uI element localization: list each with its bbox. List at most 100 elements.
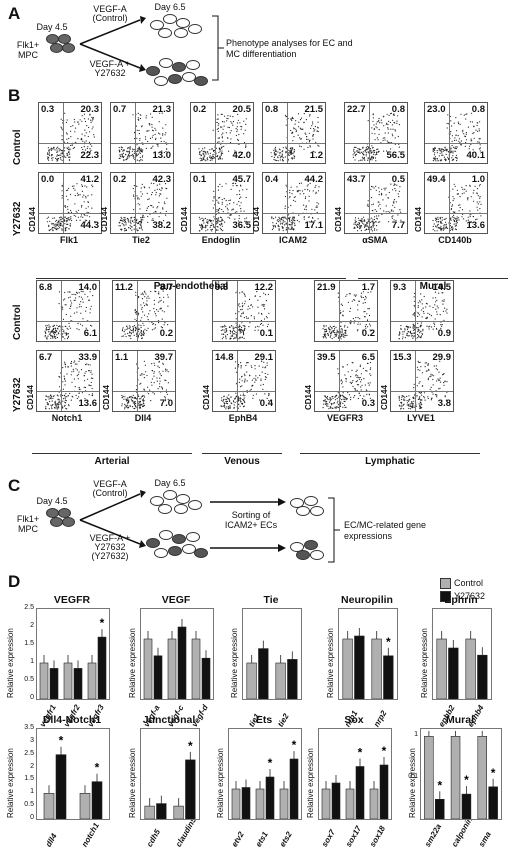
bar xyxy=(173,805,184,819)
facs-marker-label: ICAM2 xyxy=(278,235,307,245)
panel-d-letter: D xyxy=(8,572,21,591)
bar xyxy=(241,787,251,819)
facs-quadrant-value: 0.8 xyxy=(471,104,485,115)
facs-quadrant-value: 0.1 xyxy=(259,328,273,339)
facs-plot: 1.1 39.7 7.0 xyxy=(112,350,176,412)
bar xyxy=(231,788,241,819)
panel-a-mpc-cluster xyxy=(46,34,75,56)
facs-quadrant-value: 3.8 xyxy=(437,398,451,409)
facs-marker-label: Tie2 xyxy=(132,235,150,245)
row-label-control-1: Control xyxy=(12,129,23,165)
facs-quadrant-value: 0.2 xyxy=(361,328,375,339)
bar xyxy=(275,662,286,699)
y-tick-label: 0.1 xyxy=(408,772,418,780)
facs-yaxis-label: CD144 xyxy=(102,385,111,410)
facs-marker-label: VEGFR3 xyxy=(326,413,363,423)
facs-quadrant-value: 43.7 xyxy=(347,174,366,185)
y-axis-label: Relative expression xyxy=(306,748,315,818)
y-tick-label: 1 xyxy=(30,658,34,665)
y-tick-label: 0 xyxy=(30,814,34,821)
bar xyxy=(488,786,498,819)
facs-quadrant-value: 42.0 xyxy=(232,150,252,161)
gene-label: notch1 xyxy=(80,821,101,849)
row-label-y27632-1: Y27632 xyxy=(12,201,23,236)
bar xyxy=(73,668,83,699)
bar xyxy=(191,638,201,699)
y-tick-label: 1 xyxy=(414,731,418,739)
chart-plot-area: * xyxy=(36,608,110,700)
bar xyxy=(156,803,167,819)
panel-c-y27632-cells xyxy=(146,530,208,560)
facs-quadrant-value: 14.8 xyxy=(215,352,234,363)
bar xyxy=(331,782,341,819)
bar xyxy=(383,655,394,699)
facs-quadrant-value: 6.8 xyxy=(39,282,53,293)
legend-swatch-control xyxy=(440,578,451,590)
y-tick-label: 0.5 xyxy=(24,801,34,809)
panel-c-sorting-label: Sorting of ICAM2+ ECs xyxy=(224,510,278,530)
facs-quadrant-value: 9.8 xyxy=(215,282,229,293)
gene-label: ets1 xyxy=(254,830,270,849)
significance-marker: * xyxy=(464,773,469,787)
facs-plot: 49.4 1.0 13.6 xyxy=(424,172,488,234)
facs-quadrant-value: 21.3 xyxy=(152,104,172,115)
panel-c-bracket xyxy=(328,497,340,563)
bar xyxy=(379,764,389,819)
y-tick-label: 3 xyxy=(30,736,34,744)
facs-yaxis-label: CD144 xyxy=(28,207,37,232)
chart-title: Tie xyxy=(263,594,279,606)
panel-c-arrow-bottom: VEGF-A + Y27632 (Y27632) xyxy=(89,533,131,561)
facs-quadrant-value: 49.4 xyxy=(427,174,446,185)
bar xyxy=(289,758,299,819)
y-axis-label: Relative expression xyxy=(326,628,335,698)
facs-quadrant-value: 0.9 xyxy=(437,328,451,339)
facs-quadrant-value: 0.8 xyxy=(265,104,279,115)
facs-quadrant-value: 38.2 xyxy=(152,220,172,231)
significance-marker: * xyxy=(358,746,363,760)
y-axis-label: Relative expression xyxy=(216,748,225,818)
gene-label: cdh5 xyxy=(144,827,162,849)
facs-quadrant-value: 45.7 xyxy=(232,174,252,185)
panel-a-arrows xyxy=(79,16,146,72)
panel-c-sorted-y27632 xyxy=(290,540,324,560)
facs-quadrant-value: 13.0 xyxy=(152,150,172,161)
facs-quadrant-value: 6.5 xyxy=(361,352,375,363)
facs-plot: 0.7 21.3 13.0 xyxy=(110,102,174,164)
significance-marker: * xyxy=(59,734,64,748)
panel-c-control-cells xyxy=(150,490,202,514)
panel-c-day-start: Day 4.5 xyxy=(36,496,68,506)
bar xyxy=(355,766,365,819)
significance-marker: * xyxy=(437,778,442,792)
facs-plot: 9.8 12.2 0.1 xyxy=(212,280,276,342)
facs-quadrant-value: 8.7 xyxy=(159,282,173,293)
panel-c-letter: C xyxy=(8,476,21,495)
bar xyxy=(345,788,355,819)
bar xyxy=(450,736,461,819)
y-tick-label: 2 xyxy=(30,622,34,629)
chart-plot-area: * * xyxy=(318,728,392,820)
significance-marker: * xyxy=(386,635,391,649)
facs-marker-label: EphB4 xyxy=(228,413,258,423)
facs-plot: 0.3 20.3 22.3 xyxy=(38,102,102,164)
facs-quadrant-value: 23.0 xyxy=(427,104,446,115)
panel-a-outcome: Phenotype analyses for EC and MC differe… xyxy=(226,38,353,59)
gene-label: sox17 xyxy=(344,824,364,849)
facs-quadrant-value: 0.2 xyxy=(113,174,127,185)
bar xyxy=(63,662,73,699)
bar xyxy=(87,662,97,699)
y-tick-label: 2.5 xyxy=(24,749,34,757)
bar xyxy=(185,759,196,819)
facs-quadrant-value: 56.5 xyxy=(386,150,406,161)
group-line-lymphatic xyxy=(300,453,480,454)
bar xyxy=(279,788,289,819)
legend-swatch-y27632 xyxy=(440,591,451,603)
legend-label-control: Control xyxy=(454,578,484,588)
bar xyxy=(424,736,434,819)
facs-marker-label: Notch1 xyxy=(51,413,83,423)
facs-quadrant-value: 15.3 xyxy=(393,352,412,363)
facs-quadrant-value: 39.7 xyxy=(154,352,174,363)
gene-label: ets2 xyxy=(278,830,294,849)
significance-marker: * xyxy=(268,756,273,770)
panel-a-arrow-top: VEGF-A (Control) xyxy=(92,4,128,23)
bar xyxy=(354,635,365,699)
